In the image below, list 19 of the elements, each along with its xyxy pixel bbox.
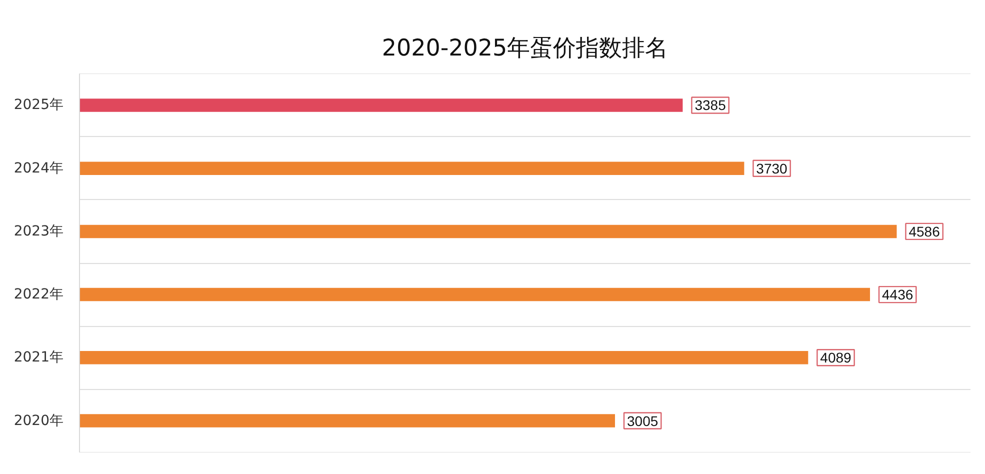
y-tick-label: 2024年 (14, 160, 64, 176)
data-label: 4089 (820, 350, 852, 366)
bar (80, 351, 808, 364)
y-tick-label: 2020年 (14, 412, 64, 429)
bar (80, 162, 744, 175)
bar (80, 224, 897, 238)
bar (80, 288, 870, 302)
data-label: 4436 (882, 286, 914, 303)
y-tick-label: 2021年 (14, 350, 64, 366)
y-tick-label: 2025年 (14, 97, 64, 114)
data-label: 3730 (756, 160, 788, 176)
data-label: 3385 (694, 97, 726, 114)
data-label: 3005 (626, 412, 658, 429)
y-tick-label: 2023年 (14, 223, 64, 240)
bar (80, 98, 683, 112)
data-label: 4586 (908, 223, 940, 240)
chart-title: 2020-2025年蛋价指数排名 (382, 36, 668, 62)
y-tick-label: 2022年 (14, 286, 64, 303)
bar (80, 414, 615, 428)
